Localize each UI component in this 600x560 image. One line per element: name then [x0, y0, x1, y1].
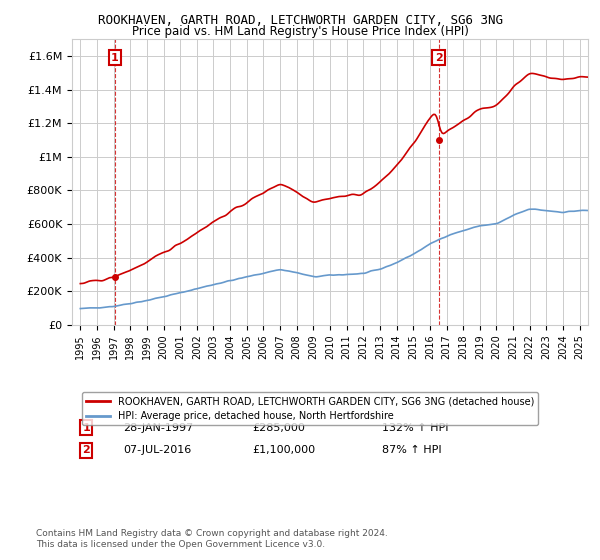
Text: 07-JUL-2016: 07-JUL-2016: [124, 445, 192, 455]
Text: 28-JAN-1997: 28-JAN-1997: [124, 423, 194, 433]
Text: ROOKHAVEN, GARTH ROAD, LETCHWORTH GARDEN CITY, SG6 3NG: ROOKHAVEN, GARTH ROAD, LETCHWORTH GARDEN…: [97, 14, 503, 27]
Text: 1: 1: [82, 423, 90, 433]
Text: 132% ↑ HPI: 132% ↑ HPI: [382, 423, 448, 433]
Text: 1: 1: [111, 53, 119, 63]
Text: 2: 2: [82, 445, 90, 455]
Text: Contains HM Land Registry data © Crown copyright and database right 2024.
This d: Contains HM Land Registry data © Crown c…: [36, 529, 388, 549]
Text: 87% ↑ HPI: 87% ↑ HPI: [382, 445, 441, 455]
Legend: ROOKHAVEN, GARTH ROAD, LETCHWORTH GARDEN CITY, SG6 3NG (detached house), HPI: Av: ROOKHAVEN, GARTH ROAD, LETCHWORTH GARDEN…: [82, 393, 538, 425]
Text: £285,000: £285,000: [253, 423, 305, 433]
Text: Price paid vs. HM Land Registry's House Price Index (HPI): Price paid vs. HM Land Registry's House …: [131, 25, 469, 38]
Text: 2: 2: [434, 53, 442, 63]
Text: £1,100,000: £1,100,000: [253, 445, 316, 455]
